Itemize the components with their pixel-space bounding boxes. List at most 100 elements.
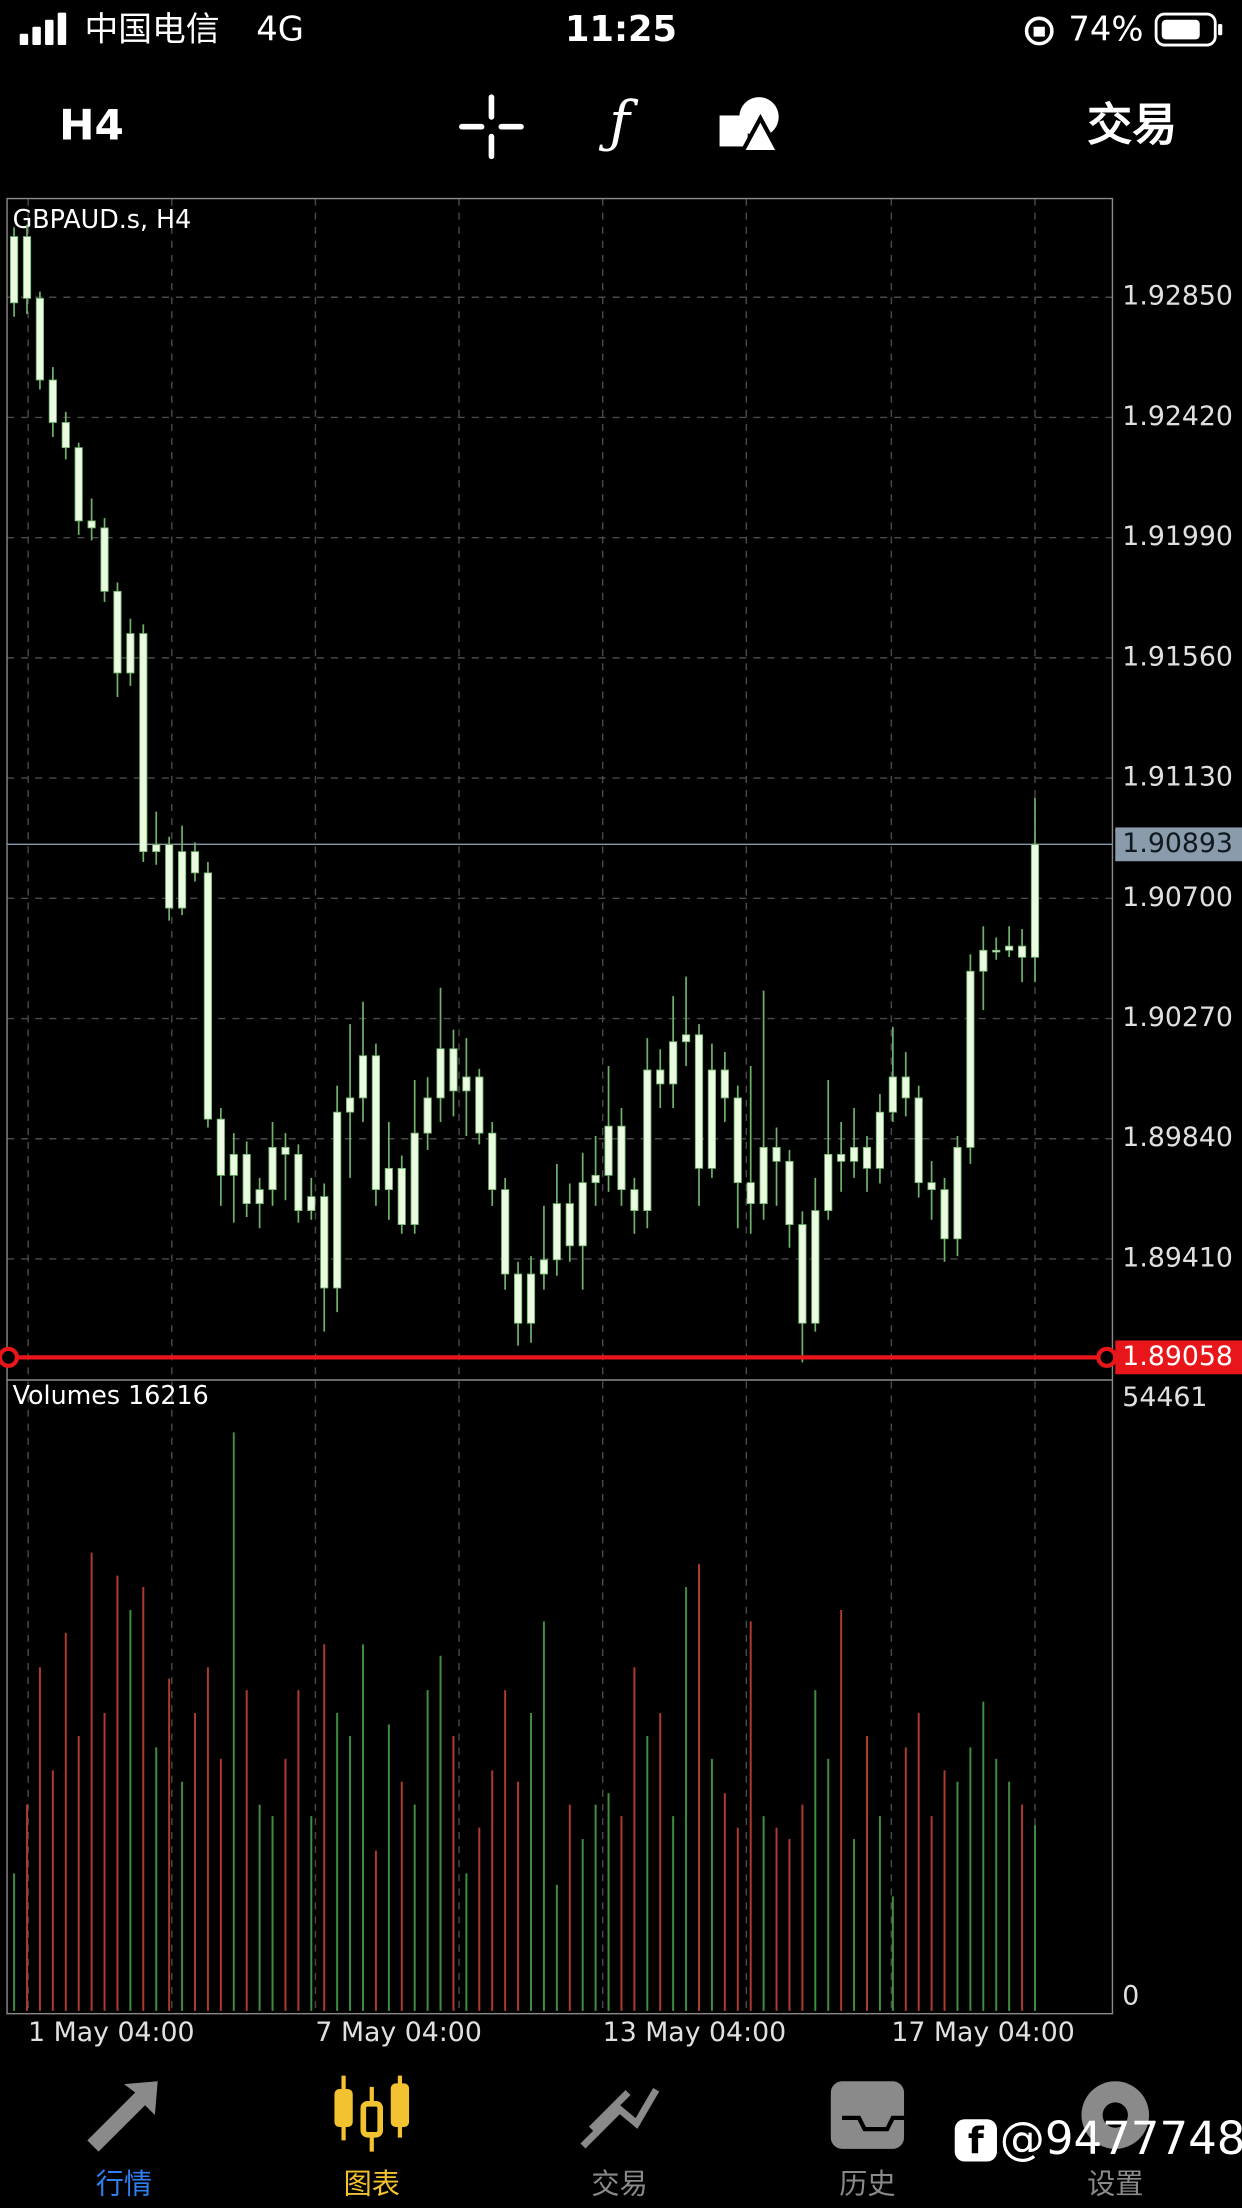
volume-title: Volumes 16216 [13, 1380, 209, 1410]
candle-body [759, 1146, 768, 1205]
candle-body [720, 1069, 729, 1099]
candle-body [1030, 843, 1040, 958]
candle-body [165, 844, 174, 909]
candle-body [35, 297, 45, 381]
candle-body [746, 1182, 755, 1205]
candle-body [811, 1210, 820, 1324]
indicators-button[interactable]: ƒ [598, 90, 639, 155]
candle-body [229, 1153, 238, 1176]
candle-body [591, 1174, 600, 1184]
chart-tab-icon [334, 2075, 410, 2152]
candle-body [242, 1153, 251, 1205]
candle-body [488, 1132, 497, 1191]
timeframe-button[interactable]: H4 [59, 101, 124, 150]
y-tick-label: 1.91560 [1122, 641, 1233, 672]
chart: 1.92850 1.92420 1.91990 1.91560 1.91130 1.907… [0, 197, 1242, 2048]
tab-labels: 行情 图表 交易 历史 设置 [96, 2167, 1144, 2200]
candle-body [100, 527, 109, 592]
candle-body [862, 1146, 872, 1169]
crosshair-button[interactable] [459, 94, 524, 160]
candle-body [333, 1111, 342, 1289]
y-tick-label: 1.90270 [1122, 1002, 1233, 1033]
chart-frame [6, 197, 1114, 2015]
tab-label[interactable]: 交易 [591, 2167, 647, 2200]
candle-body [707, 1069, 717, 1169]
candle-body [216, 1118, 225, 1176]
candle-body [669, 1041, 678, 1085]
signal-icon [19, 12, 67, 46]
watermark: f @9477748 [954, 2112, 1242, 2165]
tab-label[interactable]: 设置 [1087, 2167, 1143, 2200]
candle-body [953, 1146, 962, 1240]
candle-body [423, 1097, 432, 1134]
candle-body [914, 1097, 923, 1184]
objects-button[interactable] [719, 97, 783, 155]
candle-body [190, 851, 200, 874]
candle-body [630, 1189, 639, 1212]
candle-body [901, 1076, 910, 1099]
volume-tick-label: 0 [1122, 1980, 1139, 2011]
tab-label[interactable]: 行情 [96, 2167, 152, 2200]
candle-body [539, 1259, 549, 1275]
candle-body [436, 1048, 445, 1099]
y-tick-label: 1.92850 [1122, 281, 1233, 312]
candle-body [1017, 945, 1027, 958]
candle-body [992, 949, 1001, 953]
x-tick-label: 17 May 04:00 [891, 2017, 1074, 2048]
y-tick-label: 1.90700 [1122, 882, 1233, 913]
candle-body [410, 1132, 419, 1225]
candle-body [113, 590, 122, 674]
candle-body [681, 1034, 691, 1043]
candle-body [1005, 945, 1014, 951]
candle-body [798, 1224, 807, 1324]
trade-button[interactable]: 交易 [1087, 98, 1177, 151]
candle-body [462, 1076, 471, 1092]
x-tick-label: 1 May 04:00 [28, 2017, 194, 2048]
candle-body [604, 1125, 613, 1176]
candle-body [397, 1167, 406, 1225]
candle-body [733, 1097, 742, 1184]
candle-body [449, 1048, 458, 1092]
carrier: 中国电信 [84, 9, 219, 48]
tab-label[interactable]: 历史 [839, 2167, 895, 2200]
quotes-icon [87, 2081, 158, 2152]
candle-body [888, 1076, 897, 1113]
candle-body [371, 1055, 381, 1191]
network: 4G [256, 9, 304, 48]
x-tick-label: 13 May 04:00 [603, 2017, 786, 2048]
candle-body [307, 1196, 316, 1212]
candle-body [501, 1189, 510, 1275]
candle-body [255, 1189, 264, 1205]
candle-body [979, 949, 988, 972]
tab-label[interactable]: 图表 [344, 2167, 400, 2200]
level-label: 1.89058 [1122, 1341, 1233, 1372]
candle-body [61, 422, 70, 449]
candle-body [849, 1146, 859, 1162]
candle-body [552, 1203, 561, 1261]
candle-body [578, 1182, 587, 1247]
candle-body [875, 1111, 885, 1169]
candle-body [22, 236, 32, 299]
history-tab-icon [830, 2081, 910, 2149]
battery-icon [1154, 12, 1223, 47]
rotation-lock-icon [1024, 16, 1054, 46]
level-handle[interactable] [0, 1346, 20, 1368]
candle-body [281, 1146, 290, 1155]
candle-body [320, 1196, 329, 1289]
battery-level: 74% [1068, 9, 1143, 48]
level-handle[interactable] [1096, 1346, 1118, 1368]
volume-name: Volumes [13, 1380, 120, 1410]
candle-body [785, 1160, 794, 1225]
candle-body [87, 520, 96, 529]
level-tag [1115, 1340, 1242, 1375]
candle-body [294, 1153, 303, 1212]
volume-tick-label: 54461 [1122, 1382, 1207, 1413]
candle-body [268, 1146, 277, 1191]
y-tick-label: 1.91130 [1122, 762, 1233, 793]
watermark-text: @9477748 [1000, 2112, 1242, 2165]
candle-body [824, 1153, 833, 1212]
candle-body [643, 1069, 652, 1212]
candle-body [74, 447, 83, 522]
